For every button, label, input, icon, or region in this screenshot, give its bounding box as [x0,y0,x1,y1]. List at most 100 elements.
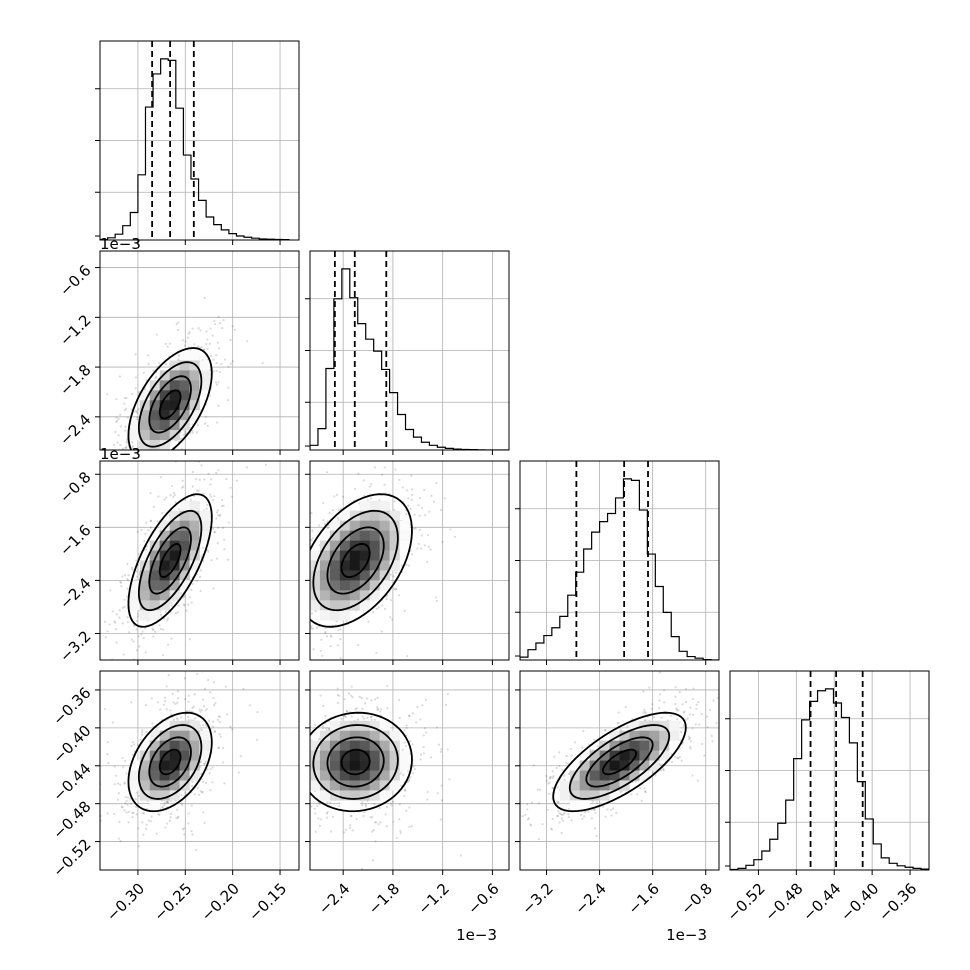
sample-point [103,620,107,623]
sample-point [134,797,137,801]
density-cell [389,780,400,791]
sample-point [289,776,291,778]
sample-point [322,704,325,708]
contour-0 [340,543,371,578]
sample-point [362,814,365,818]
sample-point [200,728,203,731]
sample-point [394,571,398,574]
sample-point [301,570,303,572]
sample-point [253,768,255,770]
sample-point [338,694,341,698]
sample-point [363,702,367,705]
sample-point [177,358,180,361]
sample-point [126,587,129,590]
sample-point [299,745,301,747]
sample-point [152,628,155,632]
sample-point [116,798,119,801]
sample-point [385,595,388,598]
sample-point [326,520,329,523]
sample-point [418,497,421,500]
contour-3 [127,347,213,450]
sample-point [398,478,401,481]
sample-point [172,495,175,498]
sample-point [190,784,194,787]
sample-point [303,613,305,615]
sample-point [217,715,220,718]
density-cell [179,360,190,371]
sample-point [404,788,407,792]
sample-point [211,781,214,784]
density-cell [159,440,170,450]
sample-point [192,705,195,708]
density-cell [179,350,190,361]
density-cell [339,520,351,531]
density-cell [359,520,370,531]
sample-point [373,803,376,806]
sample-point [268,655,270,657]
sample-point [226,558,230,561]
sample-point [227,399,230,402]
sample-point [200,791,203,794]
sample-point [307,544,309,546]
sample-point [157,881,159,883]
sample-point [149,820,153,823]
density-cell [139,420,151,431]
sample-point [207,719,211,722]
sample-point [213,319,216,323]
sample-point [212,587,215,590]
sample-point [281,772,283,774]
sample-point [325,470,329,474]
sample-point [197,793,201,796]
sample-point [188,596,191,599]
density-cell [339,600,351,611]
sample-point [120,585,123,588]
sample-point [149,456,151,458]
sample-point [197,453,199,455]
sample-point [358,673,360,675]
density-cell [129,420,141,431]
sample-point [214,702,217,705]
sample-point [117,434,120,437]
sample-point [421,506,424,510]
sample-point [215,421,219,424]
sample-point [126,796,130,799]
density-cell [169,780,180,791]
sample-point [166,801,169,804]
sample-point [231,360,234,363]
sample-point [127,574,130,577]
sample-point [115,419,119,422]
sample-point [125,440,129,443]
sample-point [418,514,421,517]
sample-point [155,452,157,454]
sample-point [409,776,412,779]
sample-point [181,479,184,482]
sample-point [281,813,283,815]
sample-point [369,485,372,488]
sample-point [420,753,423,756]
sample-point [227,365,230,368]
sample-point [169,494,172,497]
sample-point [292,629,294,631]
density-cell [189,520,200,531]
sample-point [124,425,127,428]
sample-point [416,547,419,550]
density-cell [329,560,341,571]
sample-point [200,464,203,467]
sample-point [169,816,172,819]
sample-point [127,810,130,813]
sample-point [185,709,188,713]
sample-point [349,814,353,818]
sample-point [549,777,552,780]
sample-point [321,654,324,657]
sample-point [145,663,147,665]
sample-point [311,529,314,532]
sample-point [106,393,109,396]
sample-point [377,606,381,609]
sample-point [203,296,206,300]
density-cell [349,550,361,561]
density-cell [389,540,400,551]
hist-grid-3 [730,671,929,870]
density-cell [159,410,170,421]
sample-point [195,431,198,434]
sample-point [126,616,129,619]
